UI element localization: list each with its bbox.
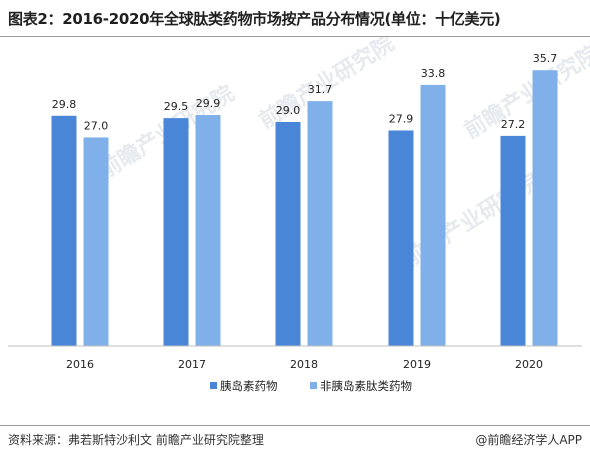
legend-label-non-insulin: 非胰岛素肽类药物 bbox=[320, 379, 412, 393]
title-divider bbox=[0, 36, 590, 37]
bar-non-insulin-2017 bbox=[195, 115, 221, 347]
data-label-non-insulin-2019: 33.8 bbox=[421, 67, 446, 80]
data-label-insulin-2016: 29.8 bbox=[52, 98, 77, 111]
legend-label-insulin: 胰岛素药物 bbox=[220, 379, 278, 393]
chart-title: 图表2：2016-2020年全球肽类药物市场按产品分布情况(单位：十亿美元) bbox=[8, 10, 501, 28]
x-tick-2019: 2019 bbox=[403, 358, 431, 371]
bar-insulin-2018 bbox=[275, 121, 301, 346]
legend-swatch-non-insulin bbox=[310, 382, 317, 389]
x-tick-2016: 2016 bbox=[66, 358, 94, 371]
bar-insulin-2020 bbox=[500, 135, 526, 346]
bar-non-insulin-2018 bbox=[307, 101, 333, 347]
data-label-insulin-2017: 29.5 bbox=[164, 100, 189, 113]
data-label-non-insulin-2016: 27.0 bbox=[84, 119, 109, 132]
x-tick-2020: 2020 bbox=[515, 358, 543, 371]
bar-insulin-2017 bbox=[163, 118, 189, 346]
legend-swatch-insulin bbox=[210, 382, 217, 389]
data-label-non-insulin-2017: 29.9 bbox=[196, 97, 221, 110]
source-note: 资料来源：弗若斯特沙利文 前瞻产业研究院整理 bbox=[8, 433, 264, 447]
bar-chart: 前瞻产业研究院前瞻产业研究院前瞻产业研究院前瞻产业研究院 29.827.029.… bbox=[8, 37, 590, 393]
bars-layer bbox=[51, 70, 558, 347]
data-labels-layer: 29.8 27.0 29.5 29.9 29.0 31.7 27.9 33.8 27.2 35.7 bbox=[52, 52, 558, 132]
bar-non-insulin-2019 bbox=[420, 84, 446, 346]
brand-credit: @前瞻经济学人APP bbox=[475, 433, 582, 447]
x-tick-2018: 2018 bbox=[290, 358, 318, 371]
legend: 胰岛素药物 非胰岛素肽类药物 bbox=[210, 379, 412, 393]
x-tick-2017: 2017 bbox=[178, 358, 206, 371]
data-label-insulin-2019: 27.9 bbox=[389, 112, 414, 125]
x-tick-labels-layer: 2016 2017 2018 2019 2020 bbox=[66, 358, 543, 371]
bar-non-insulin-2016 bbox=[83, 137, 109, 346]
data-label-non-insulin-2020: 35.7 bbox=[533, 52, 558, 65]
bar-non-insulin-2020 bbox=[532, 70, 558, 346]
bar-insulin-2019 bbox=[388, 130, 414, 346]
footer-divider bbox=[0, 425, 590, 426]
data-label-insulin-2020: 27.2 bbox=[501, 118, 526, 131]
data-label-insulin-2018: 29.0 bbox=[276, 104, 301, 117]
data-label-non-insulin-2018: 31.7 bbox=[308, 83, 333, 96]
bar-insulin-2016 bbox=[51, 115, 77, 346]
